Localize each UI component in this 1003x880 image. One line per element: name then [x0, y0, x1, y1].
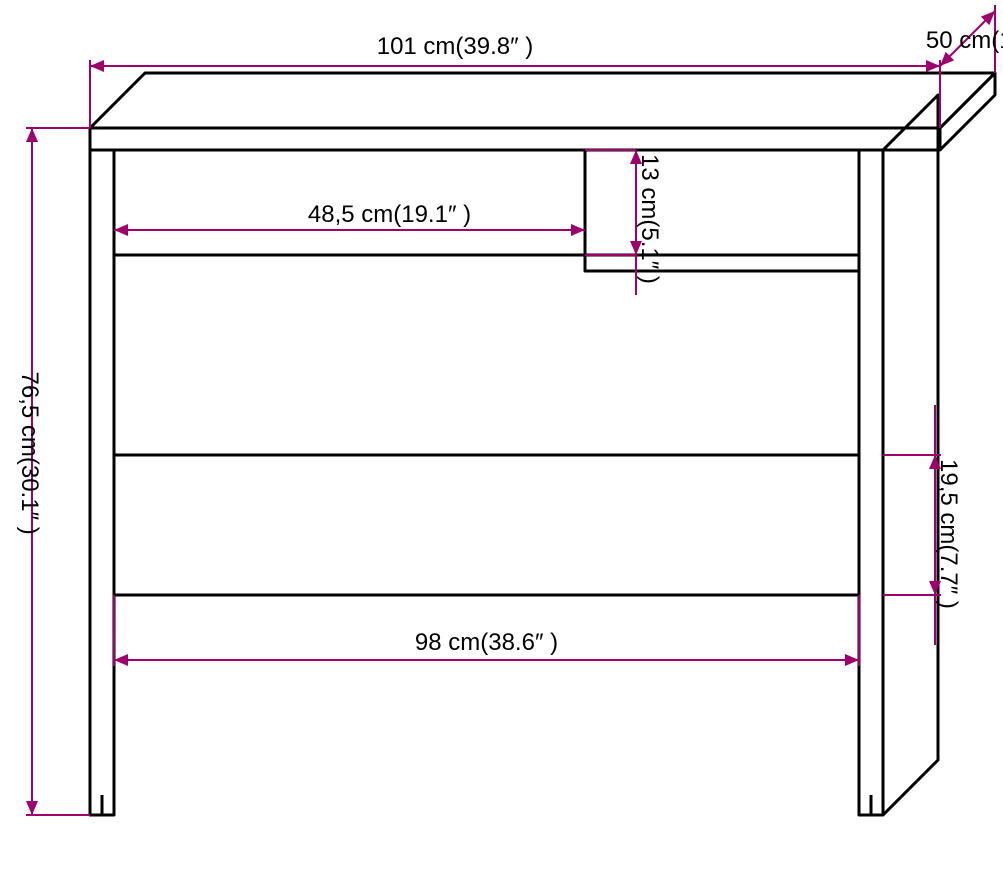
- label-overall_width: 101 cm(39.8″ ): [377, 33, 534, 60]
- label-overall_depth: 50 cm(19.7″ ): [926, 27, 1003, 54]
- label-lower_panel_h: 19,5 cm(7.7″ ): [935, 459, 962, 609]
- label-inner_width: 98 cm(38.6″ ): [415, 629, 558, 656]
- furniture-outline: [90, 73, 995, 815]
- dimension-labels: 101 cm(39.8″ ) 50 cm(19.7″ ) 76,5 cm(30.1″…: [16, 27, 1003, 656]
- label-overall_height: 76,5 cm(30.1″ ): [16, 372, 43, 535]
- desk-dimension-diagram: 101 cm(39.8″ ) 50 cm(19.7″ ) 76,5 cm(30.1″…: [0, 0, 1003, 880]
- label-shelf_open_h: 13 cm(5.1″ ): [636, 154, 663, 284]
- label-shelf_open_w: 48,5 cm(19.1″ ): [308, 201, 471, 228]
